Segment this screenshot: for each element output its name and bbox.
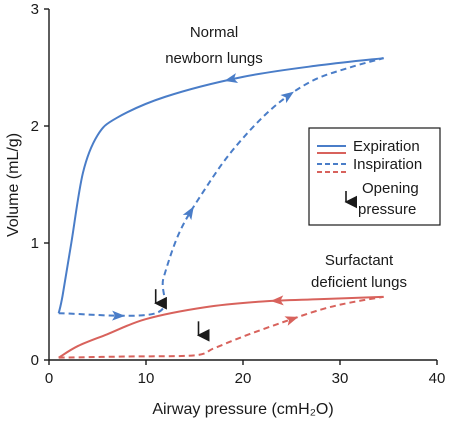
y-tick-label: 2 (31, 118, 39, 135)
x-tick-label: 20 (235, 370, 252, 387)
y-tick-label: 1 (31, 235, 39, 252)
x-axis-ticks: 0 10 20 30 40 (45, 360, 446, 387)
y-axis-ticks: 0 1 2 3 (31, 1, 49, 369)
surfactant-inspiration-curve (58, 295, 384, 359)
normal-expiration-direction-arrow (224, 73, 239, 83)
y-tick-label: 0 (31, 352, 39, 369)
legend-box (308, 127, 441, 226)
surfactant-annotation-line-2: deficient lungs (311, 274, 407, 291)
legend-opening-label-line-1: Opening (362, 180, 419, 197)
surfactant-lungs-annotation: Surfactant deficient lungs (311, 252, 407, 291)
x-tick-label: 0 (45, 370, 53, 387)
surfactant-expiration-curve (58, 295, 384, 359)
legend-inspiration-label: Inspiration (353, 156, 422, 173)
normal-expiration-curve (57, 57, 384, 314)
normal-inspiration-direction-arrow (280, 91, 294, 104)
opening-pressure-markers (154, 289, 210, 342)
normal-inspiration-direction-arrow (112, 310, 126, 321)
x-tick-label: 10 (138, 370, 155, 387)
y-tick-label: 3 (31, 1, 39, 18)
normal-lungs-annotation: Normal newborn lungs (165, 24, 263, 67)
x-tick-label: 40 (429, 370, 446, 387)
surfactant-expiration-direction-arrow (270, 295, 284, 306)
normal-inspiration-direction-arrow (182, 206, 194, 221)
y-axis-title: Volume (mL/g) (5, 133, 22, 237)
legend-opening-label-line-2: pressure (358, 201, 416, 218)
normal-annotation-line-2: newborn lungs (165, 50, 263, 67)
legend: Expiration Inspiration Opening pressure (308, 127, 441, 226)
x-tick-label: 30 (332, 370, 349, 387)
curves-layer (57, 57, 384, 359)
legend-expiration-label: Expiration (353, 138, 420, 155)
normal-inspiration-curve (58, 57, 384, 317)
surfactant-annotation-line-1: Surfactant (325, 252, 394, 269)
normal-annotation-line-1: Normal (190, 24, 238, 41)
x-axis-title: Airway pressure (cmH₂O) (152, 401, 333, 418)
surfactant-inspiration-direction-arrow (284, 316, 299, 326)
